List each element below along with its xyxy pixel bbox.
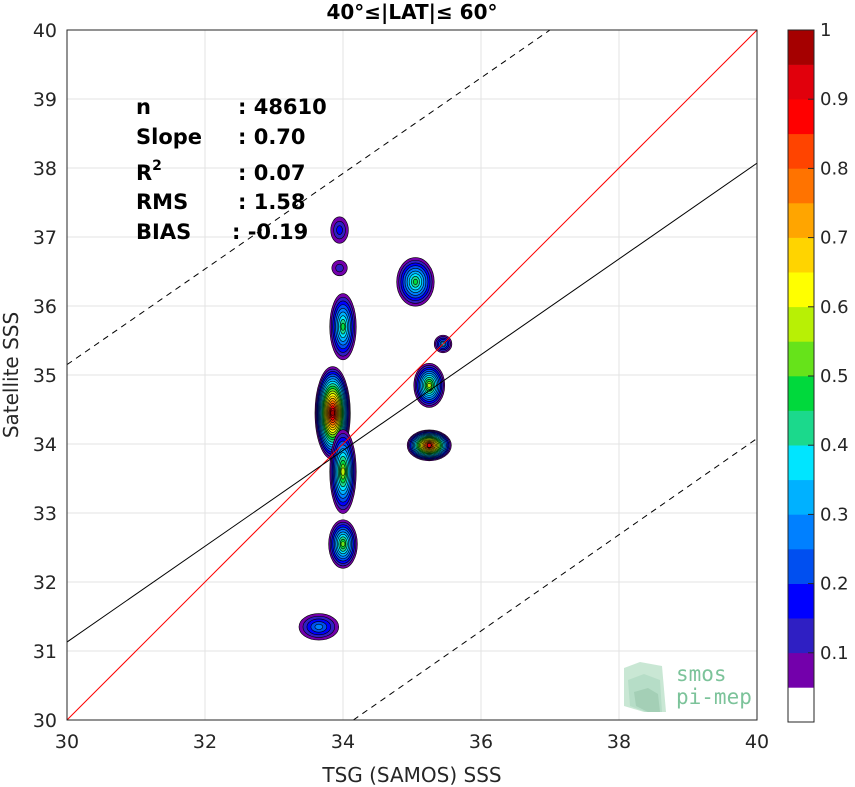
logo-line2: pi-mep [676, 685, 752, 709]
y-tick-label: 32 [33, 572, 57, 594]
line-lower-bound [353, 438, 757, 720]
x-axis-label: TSG (SAMOS) SSS [321, 763, 501, 787]
y-tick-label: 35 [33, 365, 57, 387]
stats-box: n : 48610 Slope : 0.70 R2 : 0.07 RMS : 1… [136, 95, 327, 244]
y-tick-label: 34 [33, 434, 57, 456]
stat-bias-value: : -0.19 [232, 220, 308, 244]
y-tick-label: 30 [33, 710, 57, 732]
density-contour [340, 322, 346, 331]
logo-line1: smos [676, 662, 727, 686]
colorbar-swatch [788, 203, 814, 238]
colorbar-swatch [788, 652, 814, 688]
stat-slope-label: Slope [136, 125, 202, 149]
colorbar-swatch [788, 30, 814, 65]
line-one-to-one [67, 30, 757, 720]
y-tick-label: 36 [33, 296, 57, 318]
colorbar-swatch [788, 376, 814, 411]
colorbar-swatch [788, 618, 814, 654]
colorbar-swatch [788, 687, 814, 723]
density-contour [336, 225, 343, 235]
colorbar-tick-label: 0.8 [820, 158, 849, 179]
density-contours [298, 216, 453, 641]
y-tick-label: 40 [33, 20, 57, 42]
x-tick-label: 30 [55, 731, 79, 753]
colorbar [788, 30, 814, 723]
colorbar-swatch [788, 237, 814, 273]
x-tick-labels: 30 32 34 36 38 40 [55, 731, 769, 753]
chart-title: 40°≤|LAT|≤ 60° [326, 0, 497, 24]
colorbar-swatch [788, 549, 814, 584]
colorbar-tick-label: 0.9 [820, 89, 849, 110]
density-contour [335, 263, 344, 273]
colorbar-swatch [788, 479, 814, 515]
stat-rms-value: : 1.58 [238, 190, 306, 214]
stat-slope-value: : 0.70 [238, 125, 306, 149]
stat-r2-label: R2 [136, 158, 162, 185]
colorbar-swatch [788, 64, 814, 100]
stat-n-value: : 48610 [238, 95, 327, 119]
colorbar-swatch [788, 445, 814, 481]
colorbar-tick-label: 0.3 [820, 504, 849, 525]
stat-r2-value: : 0.07 [238, 161, 306, 185]
stat-n-label: n [136, 95, 151, 119]
line-regression [67, 162, 757, 643]
colorbar-tick-label: 0.1 [820, 643, 849, 664]
line-upper-bound [67, 30, 551, 366]
density-contour [426, 383, 432, 388]
colorbar-tick-label: 0.7 [820, 228, 849, 249]
colorbar-tick-label: 0.5 [820, 366, 849, 387]
colorbar-tick-label: 0.6 [820, 297, 849, 318]
density-contour [340, 467, 346, 476]
stat-rms-label: RMS [136, 190, 188, 214]
colorbar-swatch [788, 133, 814, 169]
density-contour [314, 623, 324, 630]
colorbar-tick-label: 1 [820, 20, 831, 41]
x-tick-label: 40 [745, 731, 769, 753]
colorbar-swatch [788, 168, 814, 204]
plot-frame [66, 29, 758, 721]
x-tick-label: 32 [193, 731, 217, 753]
x-tick-label: 38 [607, 731, 631, 753]
y-tick-label: 33 [33, 503, 57, 525]
colorbar-swatch [788, 410, 814, 446]
colorbar-swatch [788, 341, 814, 377]
colorbar-tick-labels: 0.1 0.2 0.3 0.4 0.5 0.6 0.7 0.8 0.9 1 [808, 20, 849, 664]
y-tick-label: 31 [33, 641, 57, 663]
density-contour [413, 278, 418, 285]
y-tick-label: 38 [33, 158, 57, 180]
colorbar-tick-label: 0.4 [820, 435, 849, 456]
stat-bias-label: BIAS [136, 220, 191, 244]
smos-pi-mep-logo: smos pi-mep [624, 662, 752, 712]
x-tick-label: 36 [469, 731, 493, 753]
y-axis-label: Satellite SSS [0, 312, 23, 438]
colorbar-tick-label: 0.2 [820, 574, 849, 595]
y-tick-label: 37 [33, 227, 57, 249]
density-contour [330, 410, 335, 416]
reference-lines [67, 30, 757, 720]
colorbar-swatch [788, 272, 814, 308]
colorbar-swatch [788, 583, 814, 619]
density-contour [340, 541, 346, 547]
x-tick-label: 34 [331, 731, 355, 753]
colorbar-swatch [788, 514, 814, 550]
colorbar-swatch [788, 99, 814, 135]
density-contour [426, 443, 432, 448]
colorbar-swatch [788, 306, 814, 342]
y-tick-label: 39 [33, 89, 57, 111]
y-tick-labels: 30 31 32 33 34 35 36 37 38 39 40 [33, 20, 57, 732]
